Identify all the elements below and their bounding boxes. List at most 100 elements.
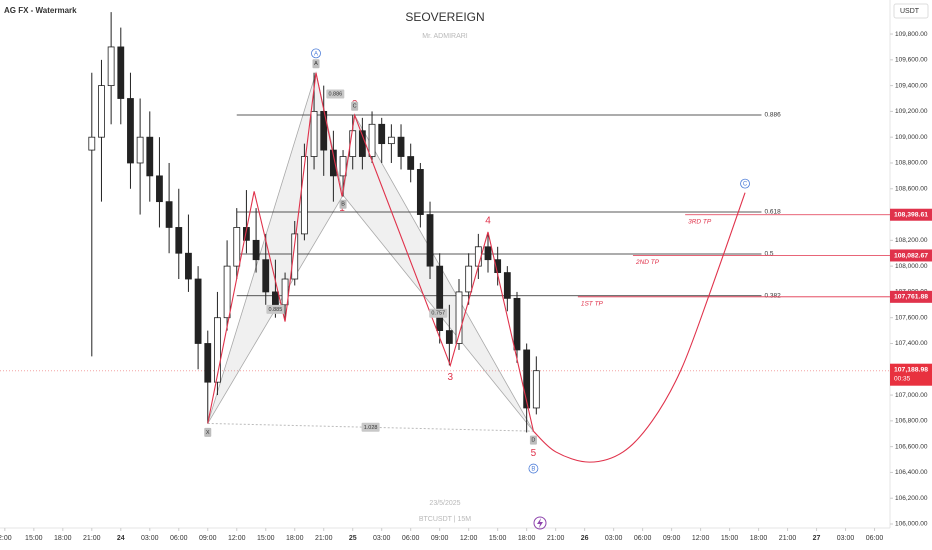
x-tick-label: 03:00: [837, 535, 855, 542]
target-price-box: [890, 208, 932, 221]
x-tick-label: 18:00: [518, 535, 536, 542]
last-price: 107,188.98: [894, 366, 928, 373]
candle-body: [455, 291, 463, 344]
candle-body: [339, 156, 347, 177]
x-tick-label: 15:00: [25, 535, 43, 542]
last-price-box: [890, 363, 932, 386]
fib-label: 0.618: [764, 209, 781, 216]
x-tick-label: 06:00: [866, 535, 884, 542]
candle-body: [136, 136, 144, 164]
x-tick-label: 2:00: [0, 535, 12, 542]
harmonic-point-label: A: [314, 61, 318, 67]
candle-body: [252, 239, 260, 261]
y-tick-label: 107,400.00: [895, 340, 928, 347]
x-tick-label: 06:00: [170, 535, 188, 542]
candle-body: [233, 227, 241, 267]
x-tick-label: 21:00: [315, 535, 333, 542]
candle-body: [194, 278, 202, 344]
x-tick-label: 06:00: [402, 535, 420, 542]
x-tick-label: 26: [581, 535, 589, 542]
fib-label: 0.886: [764, 112, 781, 119]
candle-body: [436, 265, 444, 331]
currency-box[interactable]: [893, 3, 929, 19]
x-tick-label: 21:00: [547, 535, 565, 542]
candle-body: [204, 343, 212, 383]
harmonic-point-box: [312, 59, 320, 69]
candle-body: [523, 349, 531, 409]
wave-line: [207, 72, 534, 432]
y-tick-label: 106,400.00: [895, 469, 928, 476]
marker-circle: [740, 178, 750, 189]
wave-label: 5: [531, 448, 537, 459]
watermark: AG FX - Watermark: [4, 6, 77, 15]
x-tick-label: 12:00: [692, 535, 710, 542]
x-tick-label: 18:00: [286, 535, 304, 542]
x-tick-label: 09:00: [663, 535, 681, 542]
event-icon[interactable]: [533, 516, 547, 530]
candle-body: [88, 136, 96, 151]
y-tick-label: 109,000.00: [895, 134, 928, 141]
x-tick-label: 03:00: [605, 535, 623, 542]
target-price-box: [890, 249, 932, 262]
y-tick-label: 109,200.00: [895, 108, 928, 115]
ratio-label: 1.028: [364, 425, 378, 431]
x-tick-label: 18:00: [750, 535, 768, 542]
symbol-watermark: BTCUSDT | 15M: [419, 516, 471, 523]
event-icon-bolt: [537, 518, 543, 528]
harmonic-point-label: C: [353, 104, 357, 110]
y-tick-label: 109,800.00: [895, 31, 928, 38]
candle-body: [484, 246, 492, 261]
candle-body: [146, 136, 154, 177]
harmonic-point-box: [351, 101, 359, 111]
chart-title: SEOVEREIGN: [405, 10, 484, 24]
currency: USDT: [900, 8, 920, 15]
x-tick-label: 03:00: [373, 535, 391, 542]
y-tick-label: 109,600.00: [895, 57, 928, 64]
ratio-box: [266, 304, 285, 314]
ratio-box: [429, 308, 448, 318]
harmonic-point-label: D: [531, 438, 535, 444]
x-tick-label: 06:00: [634, 535, 652, 542]
harmonic-point-label: B: [341, 202, 345, 208]
candle-body: [117, 46, 125, 99]
harmonic-point-box: [204, 427, 212, 437]
candle-body: [329, 149, 337, 177]
x-tick-label: 15:00: [257, 535, 275, 542]
wave-label: 3: [448, 372, 454, 383]
y-tick-label: 108,600.00: [895, 185, 928, 192]
candle-body: [127, 98, 134, 164]
fib-label: 0.382: [764, 293, 781, 300]
candle-body: [107, 46, 115, 87]
y-tick-label: 108,000.00: [895, 263, 928, 270]
date-watermark: 23/5/2025: [429, 500, 460, 507]
ratio-box: [361, 422, 380, 432]
x-tick-label: 03:00: [141, 535, 159, 542]
harmonic-point-box: [339, 199, 347, 209]
candle-body: [300, 156, 308, 235]
candle-body: [513, 297, 521, 351]
marker-label: A: [314, 51, 318, 57]
candle-body: [397, 136, 405, 157]
candle-body: [532, 370, 540, 409]
candle-body: [416, 169, 424, 215]
marker-circle: [528, 463, 539, 474]
x-tick-label: 09:00: [199, 535, 217, 542]
x-tick-label: 12:00: [228, 535, 246, 542]
fib-label: 0.5: [764, 251, 773, 258]
y-tick-label: 106,800.00: [895, 418, 928, 425]
candle-body: [474, 246, 482, 267]
target-price: 108,398.61: [894, 212, 928, 219]
candle-body: [291, 233, 299, 280]
target-price: 108,082.67: [894, 252, 928, 259]
marker-label: B: [531, 467, 535, 473]
candle-body: [281, 278, 289, 306]
marker-circle: [311, 48, 321, 59]
y-tick-label: 106,200.00: [895, 495, 928, 502]
y-tick-label: 106,600.00: [895, 443, 928, 450]
y-tick-label: 108,800.00: [895, 160, 928, 167]
candle-body: [175, 227, 183, 254]
target-price: 107,761.88: [894, 294, 928, 301]
ratio-box: [326, 89, 345, 99]
ratio-label: 0.885: [269, 307, 283, 313]
